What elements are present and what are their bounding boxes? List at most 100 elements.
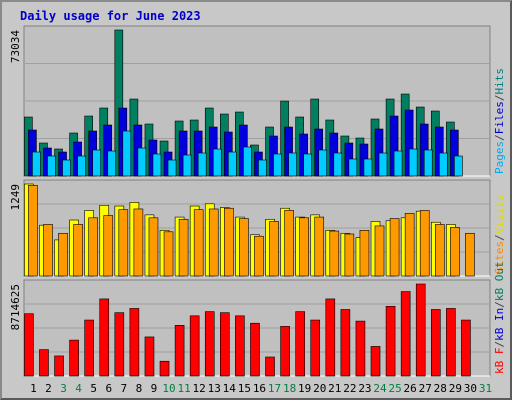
chart-title: Daily usage for June 2023: [20, 9, 201, 23]
x-tick-label-day-28: 28: [434, 382, 447, 395]
panel-visits-sites-legend: Sites/Visits: [493, 195, 506, 275]
bar-kb-f-day-7: [114, 312, 125, 377]
x-tick-label-day-15: 15: [238, 382, 251, 395]
x-tick-label-day-3: 3: [60, 382, 67, 395]
bar-kb-f-day-17: [265, 356, 275, 377]
bar-pages-day-28: [438, 152, 448, 177]
bar-pages-day-15: [243, 146, 252, 177]
bar-kb-f-day-24: [370, 346, 381, 377]
bar-pages-day-21: [333, 152, 343, 177]
bar-pages-day-9: [152, 153, 162, 177]
legend-entry: kB F: [493, 348, 506, 375]
bar-sites-day-1: [28, 185, 38, 277]
panel-kbytes-legend: kB F/kB In/kB Out: [493, 261, 506, 374]
panel-visits-sites-ymax-label: 1249: [9, 184, 22, 211]
legend-entry: Hits: [493, 68, 506, 95]
bar-kb-f-day-21: [325, 298, 336, 377]
bar-sites-day-9: [148, 217, 159, 277]
bar-kb-f-day-3: [54, 355, 64, 377]
bar-kb-f-day-29: [446, 308, 456, 377]
x-tick-label-day-18: 18: [283, 382, 296, 395]
bar-sites-day-17: [269, 221, 279, 277]
bar-pages-day-26: [408, 148, 418, 177]
bar-kb-f-day-13: [204, 311, 215, 377]
x-tick-label-day-19: 19: [298, 382, 311, 395]
bar-sites-day-26: [404, 213, 415, 277]
bar-pages-day-7: [122, 130, 132, 177]
legend-entry: kB Out: [493, 261, 506, 301]
bar-kb-f-day-4: [69, 339, 79, 377]
bar-sites-day-14: [224, 207, 234, 277]
bar-pages-day-29: [454, 155, 463, 177]
x-tick-label-day-6: 6: [105, 382, 112, 395]
legend-entry: /: [493, 234, 506, 241]
bar-kb-f-day-25: [385, 306, 396, 377]
legend-entry: Sites: [493, 241, 506, 274]
x-tick-label-day-4: 4: [75, 382, 82, 395]
bar-kb-f-day-27: [415, 283, 426, 377]
legend-entry: Files: [493, 101, 506, 134]
bar-kb-f-day-30: [461, 319, 471, 377]
bar-pages-day-20: [318, 149, 328, 177]
bar-sites-day-15: [239, 218, 249, 277]
legend-entry: Pages: [493, 141, 506, 174]
x-tick-label-day-17: 17: [268, 382, 281, 395]
x-tick-label-day-16: 16: [253, 382, 266, 395]
bar-pages-day-17: [273, 153, 282, 177]
bar-pages-day-23: [363, 158, 373, 177]
panel-hits-files-pages-legend: Pages/Files/Hits: [493, 68, 506, 174]
bar-sites-day-2: [43, 224, 53, 277]
bar-kb-f-day-15: [235, 315, 245, 377]
bar-sites-day-23: [359, 230, 370, 277]
bar-pages-day-10: [167, 159, 177, 177]
x-tick-label-day-14: 14: [223, 382, 237, 395]
bar-pages-day-13: [212, 148, 222, 177]
bar-sites-day-11: [178, 218, 189, 277]
panel-kbytes-ymax-label: 8714625: [9, 284, 22, 330]
bar-kb-f-day-8: [129, 308, 140, 377]
bar-sites-day-3: [58, 232, 68, 277]
bar-sites-day-24: [374, 225, 385, 277]
legend-entry: /: [493, 301, 506, 308]
legend-entry: kB In: [493, 308, 506, 341]
x-tick-label-day-20: 20: [313, 382, 326, 395]
bar-kb-f-day-23: [355, 320, 366, 377]
x-tick-label-day-5: 5: [90, 382, 97, 395]
x-tick-label-day-8: 8: [136, 382, 143, 395]
legend-entry: /: [493, 134, 506, 141]
bar-kb-f-day-5: [84, 319, 94, 377]
bar-kb-f-day-28: [430, 309, 441, 377]
bar-pages-day-25: [393, 150, 403, 177]
bar-pages-day-22: [348, 158, 358, 177]
bar-kb-f-day-16: [250, 322, 260, 377]
bar-sites-day-10: [163, 231, 174, 277]
bar-kb-f-day-11: [174, 325, 185, 377]
x-tick-label-day-11: 11: [177, 382, 190, 395]
bar-pages-day-6: [107, 150, 117, 177]
x-tick-label-day-13: 13: [208, 382, 221, 395]
bar-sites-day-6: [103, 215, 114, 277]
bar-sites-day-8: [133, 208, 144, 277]
bar-kb-f-day-6: [99, 298, 110, 377]
bar-pages-day-19: [303, 153, 312, 177]
x-tick-label-day-1: 1: [30, 382, 37, 395]
bar-sites-day-22: [344, 233, 355, 277]
x-tick-label-day-31: 31: [479, 382, 492, 395]
bar-pages-day-2: [47, 155, 56, 177]
bar-sites-day-13: [208, 208, 219, 277]
panel-hits-files-pages-ymax-label: 73034: [9, 30, 22, 63]
legend-entry: /: [493, 341, 506, 348]
x-tick-label-day-23: 23: [358, 382, 371, 395]
x-tick-label-day-2: 2: [45, 382, 52, 395]
bar-sites-day-7: [118, 209, 129, 277]
legend-entry: /: [493, 95, 506, 102]
bar-pages-day-4: [77, 155, 86, 177]
bar-kb-f-day-18: [280, 326, 290, 377]
bar-sites-day-12: [193, 209, 204, 277]
x-tick-label-day-25: 25: [388, 382, 401, 395]
bar-kb-f-day-19: [295, 311, 305, 377]
bar-sites-day-16: [254, 235, 264, 277]
bar-kb-f-day-20: [310, 319, 321, 377]
bar-sites-day-30: [465, 232, 475, 277]
